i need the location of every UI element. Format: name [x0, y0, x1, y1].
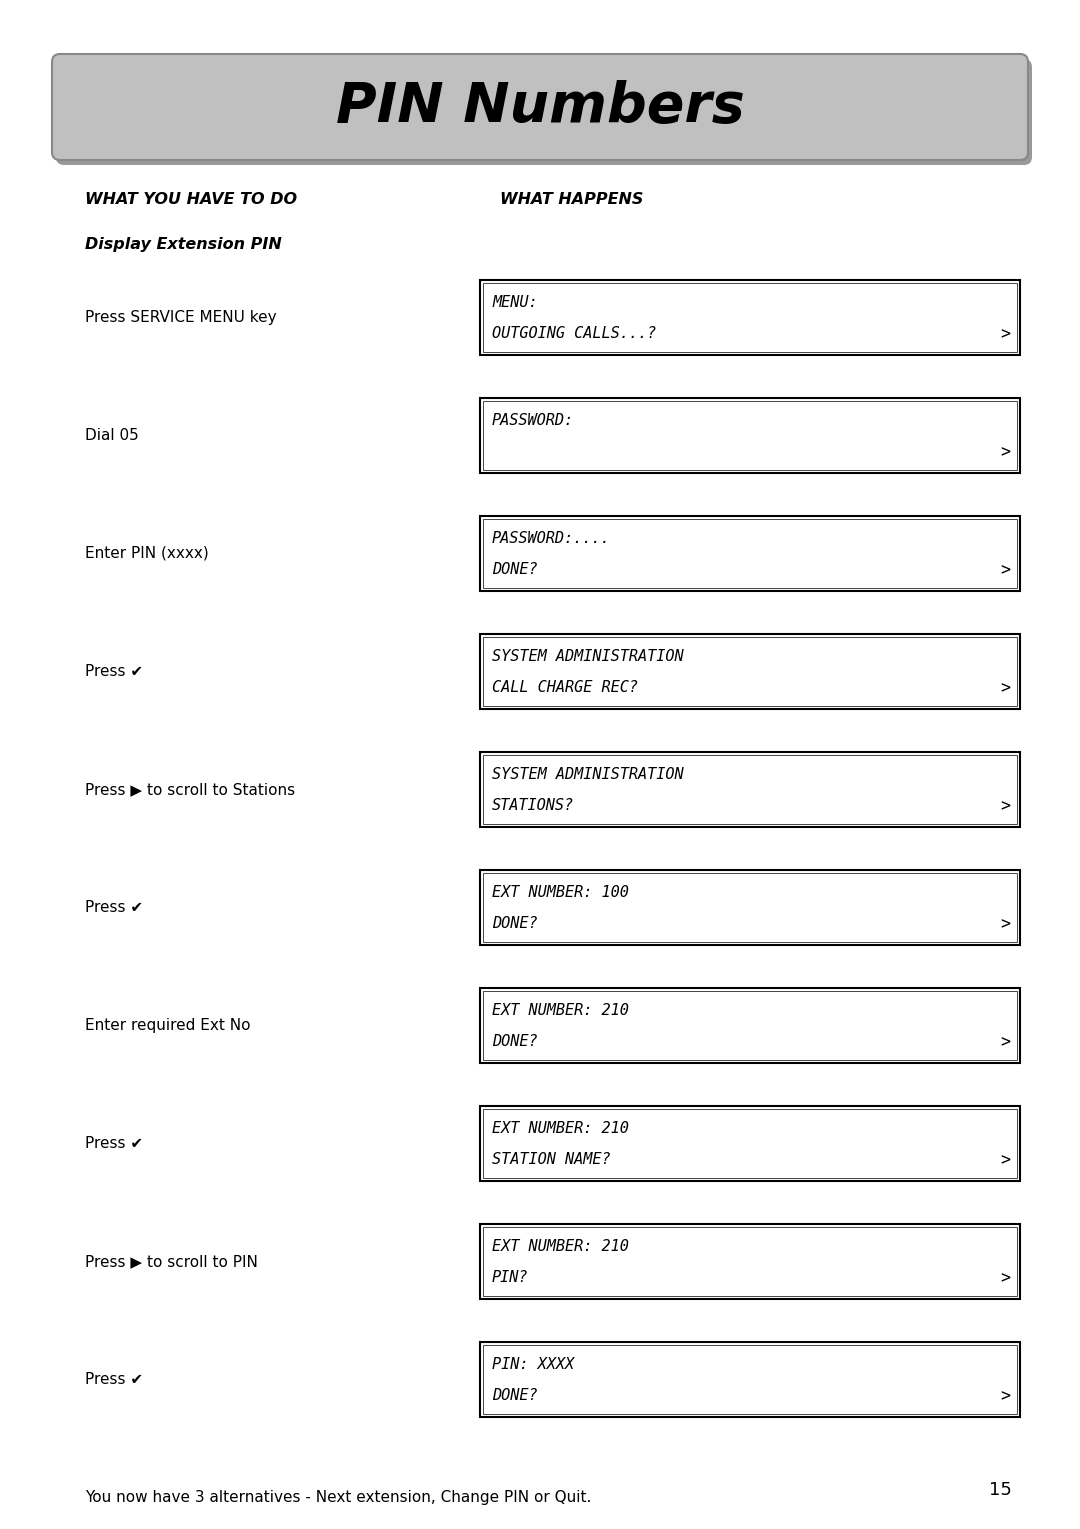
Bar	[480, 515, 1020, 592]
Text: EXT NUMBER: 100: EXT NUMBER: 100	[492, 885, 629, 901]
Text: >: >	[1000, 679, 1010, 697]
Text: Press ✔: Press ✔	[85, 1372, 144, 1387]
Text: DONE?: DONE?	[492, 1035, 538, 1049]
Text: PIN Numbers: PIN Numbers	[336, 80, 744, 135]
Text: >: >	[1000, 561, 1010, 579]
Bar	[483, 1346, 1017, 1414]
Bar	[483, 401, 1017, 469]
Bar	[483, 873, 1017, 942]
Text: Press ▶ to scroll to Stations: Press ▶ to scroll to Stations	[85, 781, 295, 797]
Text: Press ✔: Press ✔	[85, 1136, 144, 1151]
Text: DONE?: DONE?	[492, 916, 538, 931]
Text: Enter PIN (xxxx): Enter PIN (xxxx)	[85, 546, 208, 561]
Bar	[480, 988, 1020, 1063]
Text: PASSWORD:....: PASSWORD:....	[492, 531, 610, 546]
Bar	[483, 1109, 1017, 1177]
Text: >: >	[1000, 1269, 1010, 1287]
Text: Press ▶ to scroll to PIN: Press ▶ to scroll to PIN	[85, 1254, 258, 1269]
Text: EXT NUMBER: 210: EXT NUMBER: 210	[492, 1003, 629, 1018]
Text: >: >	[1000, 443, 1010, 462]
FancyBboxPatch shape	[52, 54, 1028, 161]
Text: STATION NAME?: STATION NAME?	[492, 1153, 610, 1168]
Bar	[483, 283, 1017, 352]
Text: DONE?: DONE?	[492, 1388, 538, 1404]
Bar	[480, 752, 1020, 827]
Text: WHAT HAPPENS: WHAT HAPPENS	[500, 193, 644, 208]
Bar	[483, 755, 1017, 824]
Text: >: >	[1000, 797, 1010, 815]
Text: Press ✔: Press ✔	[85, 664, 144, 679]
Text: STATIONS?: STATIONS?	[492, 798, 575, 813]
Text: CALL CHARGE REC?: CALL CHARGE REC?	[492, 680, 638, 696]
Text: Enter required Ext No: Enter required Ext No	[85, 1018, 251, 1034]
Text: SYSTEM ADMINISTRATION: SYSTEM ADMINISTRATION	[492, 768, 684, 781]
Text: >: >	[1000, 1387, 1010, 1405]
Text: Press SERVICE MENU key: Press SERVICE MENU key	[85, 310, 276, 326]
Bar	[480, 398, 1020, 472]
Bar	[480, 1105, 1020, 1180]
Text: Press ✔: Press ✔	[85, 901, 144, 914]
Text: >: >	[1000, 326, 1010, 342]
Text: PIN?: PIN?	[492, 1271, 528, 1286]
Text: WHAT YOU HAVE TO DO: WHAT YOU HAVE TO DO	[85, 193, 297, 208]
Text: SYSTEM ADMINISTRATION: SYSTEM ADMINISTRATION	[492, 648, 684, 664]
Text: Dial 05: Dial 05	[85, 428, 138, 443]
Text: EXT NUMBER: 210: EXT NUMBER: 210	[492, 1238, 629, 1254]
Bar	[480, 280, 1020, 355]
Text: DONE?: DONE?	[492, 563, 538, 578]
Bar	[480, 635, 1020, 709]
Text: OUTGOING CALLS...?: OUTGOING CALLS...?	[492, 327, 657, 341]
Text: You now have 3 alternatives - Next extension, Change PIN or Quit.: You now have 3 alternatives - Next exten…	[85, 1489, 592, 1505]
Text: Display Extension PIN: Display Extension PIN	[85, 237, 282, 252]
Bar	[483, 638, 1017, 706]
Bar	[480, 870, 1020, 945]
FancyBboxPatch shape	[56, 60, 1032, 165]
Text: PASSWORD:: PASSWORD:	[492, 413, 575, 428]
Text: EXT NUMBER: 210: EXT NUMBER: 210	[492, 1121, 629, 1136]
Bar	[480, 1225, 1020, 1300]
Text: 15: 15	[988, 1482, 1012, 1498]
Text: >: >	[1000, 914, 1010, 933]
Bar	[480, 1342, 1020, 1417]
Text: MENU:: MENU:	[492, 295, 538, 310]
Bar	[483, 1226, 1017, 1297]
Text: PIN: XXXX: PIN: XXXX	[492, 1358, 575, 1372]
Text: >: >	[1000, 1034, 1010, 1050]
Bar	[483, 518, 1017, 589]
Text: >: >	[1000, 1151, 1010, 1170]
Bar	[483, 991, 1017, 1060]
